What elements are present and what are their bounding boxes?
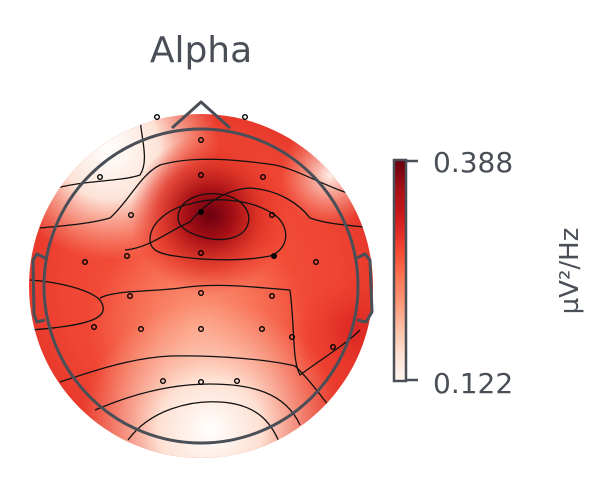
colorbar: 0.388 0.122 µV²/Hz <box>392 146 585 400</box>
head-circle <box>42 127 360 445</box>
sensor-marker <box>241 113 248 120</box>
sensor-marker <box>197 171 204 178</box>
sensor-marker <box>260 173 267 180</box>
colorbar-frame <box>392 158 408 383</box>
sensor-marker <box>197 249 204 256</box>
sensor-marker <box>233 378 240 385</box>
sensor-marker <box>137 326 144 333</box>
sensor-marker <box>90 324 97 331</box>
colorbar-max-label: 0.388 <box>433 146 513 179</box>
right-ear <box>356 252 374 324</box>
sensor-marker-filled <box>198 209 204 215</box>
sensor-marker <box>269 211 276 218</box>
sensor-marker <box>259 326 266 333</box>
nose <box>170 100 232 130</box>
sensor-marker <box>197 326 204 333</box>
sensor-marker <box>159 378 166 385</box>
left-ear <box>31 252 46 324</box>
sensor-marker-filled <box>271 253 277 259</box>
colorbar-unit-label: µV²/Hz <box>555 228 585 315</box>
scalp-heatmap <box>29 114 373 458</box>
head-outline <box>31 100 374 445</box>
sensor-marker <box>197 290 204 297</box>
sensor-marker <box>153 113 160 120</box>
sensor-marker <box>330 344 337 351</box>
colorbar-gradient <box>394 160 406 381</box>
sensor-marker <box>197 379 204 386</box>
sensor-marker <box>123 252 130 259</box>
sensor-marker <box>313 259 320 266</box>
colorbar-min-label: 0.122 <box>433 367 513 400</box>
sensor-marker <box>289 334 296 341</box>
plot-title: Alpha <box>150 30 252 71</box>
contour-lines <box>29 114 373 458</box>
sensor-markers <box>81 113 337 386</box>
sensor-marker <box>126 293 133 300</box>
sensor-marker <box>81 259 88 266</box>
sensor-marker <box>96 173 103 180</box>
sensor-marker <box>269 293 276 300</box>
sensor-marker <box>127 211 134 218</box>
sensor-marker <box>197 136 204 143</box>
